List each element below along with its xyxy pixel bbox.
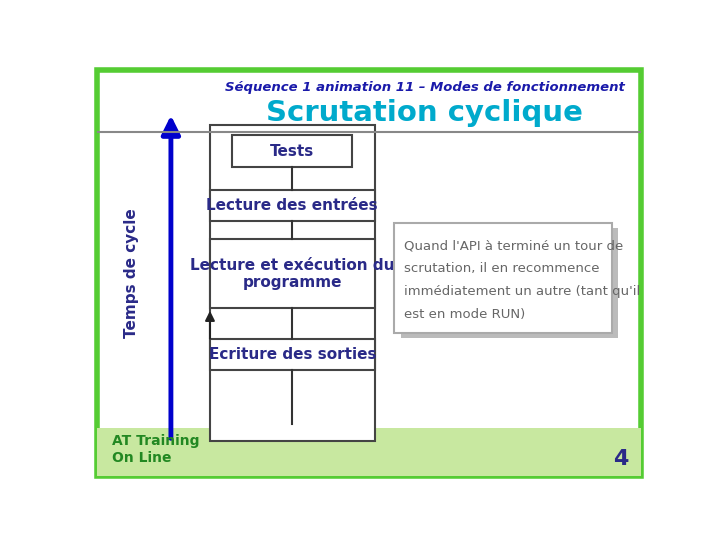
Text: Ecriture des sorties: Ecriture des sorties [209, 347, 376, 362]
Text: scrutation, il en recommence: scrutation, il en recommence [404, 262, 600, 275]
Text: 4: 4 [613, 449, 629, 469]
Text: Quand l'API à terminé un tour de: Quand l'API à terminé un tour de [404, 239, 624, 252]
Text: immédiatement un autre (tant qu'il: immédiatement un autre (tant qu'il [404, 285, 640, 298]
Text: Scrutation cyclique: Scrutation cyclique [266, 99, 583, 126]
Bar [210, 339, 374, 370]
Bar [233, 136, 352, 167]
Bar [401, 228, 618, 338]
Bar [96, 428, 642, 476]
Text: Lecture et exécution du
programme: Lecture et exécution du programme [190, 258, 395, 290]
Text: Séquence 1 animation 11 – Modes de fonctionnement: Séquence 1 animation 11 – Modes de fonct… [225, 81, 625, 94]
Bar [210, 125, 374, 441]
Text: Lecture des entrées: Lecture des entrées [207, 198, 378, 213]
Bar [210, 190, 374, 221]
Text: AT Training
On Line: AT Training On Line [112, 434, 200, 465]
Text: est en mode RUN): est en mode RUN) [404, 308, 526, 321]
Bar [394, 223, 612, 333]
Bar [210, 239, 374, 308]
Text: Tests: Tests [270, 144, 315, 159]
Text: Temps de cycle: Temps de cycle [125, 208, 140, 338]
